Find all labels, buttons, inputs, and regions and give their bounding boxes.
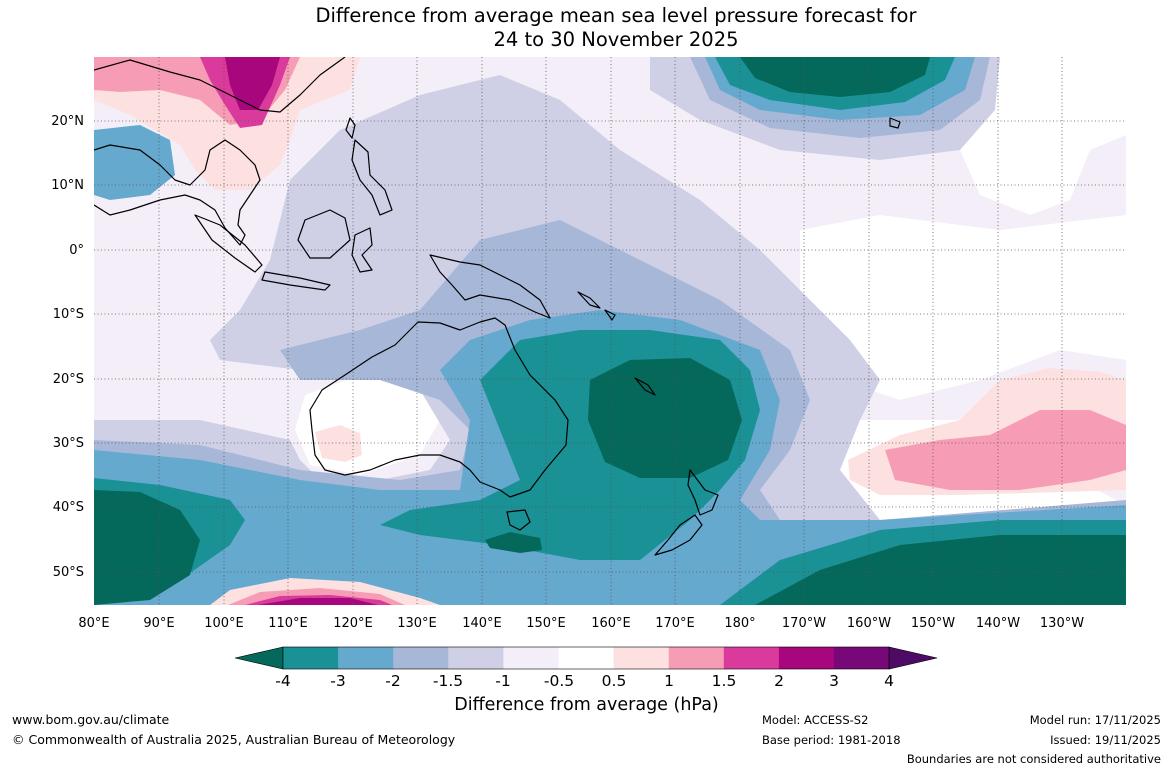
x-tick-label: 160°W (847, 616, 891, 631)
title-line-1: Difference from average mean sea level p… (315, 4, 917, 27)
field-white-central-pacific (800, 215, 1126, 400)
coast-philippines (351, 139, 393, 216)
contour-fields (94, 57, 1126, 605)
colorbar-segment (558, 647, 615, 669)
y-tick-label: 20°S (53, 372, 84, 387)
colorbar-extend-low (234, 646, 284, 670)
x-tick-label: 150°W (911, 616, 955, 631)
x-tick-label: 90°E (143, 616, 174, 631)
colorbar-tick-label: 0.5 (602, 672, 627, 690)
y-tick-label: 0° (69, 243, 84, 258)
coast-solomons (577, 291, 616, 321)
colorbar-tick-label: 1.5 (712, 672, 737, 690)
colorbar-tick-label: 3 (829, 672, 839, 690)
coast-sumatra (194, 214, 263, 273)
colorbar-segment (668, 647, 725, 669)
x-tick-label: 130°E (397, 616, 437, 631)
coast-hawaii (889, 117, 901, 129)
field-plus2-asia (225, 57, 280, 110)
coastlines (94, 57, 901, 556)
model-name: Model: ACCESS-S2 (762, 713, 869, 727)
x-tick-label: 180° (724, 616, 755, 631)
model-run-date: Model run: 17/11/2025 (1029, 713, 1161, 727)
coast-new-caledonia (634, 377, 656, 396)
x-tick-label: 120°E (333, 616, 373, 631)
field-minus4-northeast (740, 57, 930, 97)
colorbar-segment (283, 647, 339, 669)
coast-borneo (297, 209, 351, 259)
colorbar-tick-label: 1 (664, 672, 674, 690)
colorbar (234, 646, 938, 670)
colorbar-segment (393, 647, 449, 669)
colorbar-label: Difference from average (hPa) (454, 695, 719, 715)
colorbar-tick-label: -1 (495, 672, 510, 690)
field-minus4-west (94, 490, 200, 605)
boundary-disclaimer: Boundaries are not considered authoritat… (906, 752, 1161, 766)
title-line-2: 24 to 30 November 2025 (493, 28, 739, 51)
field-plus0-5-west-australia (315, 425, 362, 462)
y-tick-label: 20°N (51, 114, 84, 129)
coast-new-zealand-north (687, 469, 719, 516)
field-minus4-southeast (755, 535, 1126, 605)
colorbar-tick-label: -4 (275, 672, 290, 690)
y-tick-label: 50°S (53, 565, 84, 580)
website-link[interactable]: www.bom.gov.au/climate (12, 712, 170, 727)
coast-new-guinea (429, 254, 551, 319)
colorbar-segment (778, 647, 835, 669)
colorbar-segment (723, 647, 780, 669)
field-minus4-tasmania (485, 532, 542, 553)
colorbar-tick-label: -3 (330, 672, 345, 690)
coast-java (261, 271, 331, 291)
y-tick-label: 40°S (53, 500, 84, 515)
x-tick-label: 140°E (462, 616, 502, 631)
coast-australia (309, 317, 569, 498)
issued-date: Issued: 19/11/2025 (1050, 733, 1161, 747)
x-tick-label: 80°E (78, 616, 109, 631)
base-period: Base period: 1981-2018 (762, 733, 901, 747)
y-tick-label: 10°N (51, 178, 84, 193)
x-tick-label: 160°E (591, 616, 631, 631)
y-tick-label: 30°S (53, 436, 84, 451)
x-tick-label: 130°W (1040, 616, 1084, 631)
colorbar-tick-label: -2 (385, 672, 400, 690)
x-tick-label: 100°E (204, 616, 244, 631)
colorbar-tick-label: -1.5 (433, 672, 463, 690)
coast-taiwan (345, 117, 356, 139)
coast-mainland-asia (94, 57, 346, 246)
y-tick-label: 10°S (53, 307, 84, 322)
coast-sulawesi (351, 227, 373, 273)
x-tick-label: 140°W (976, 616, 1020, 631)
colorbar-segment (338, 647, 394, 669)
coast-tasmania (506, 509, 531, 531)
colorbar-segment (448, 647, 504, 669)
y-axis-labels: 20°N 10°N 0° 10°S 20°S 30°S 40°S 50°S (51, 114, 84, 580)
x-tick-label: 170°W (782, 616, 826, 631)
field-plus0-5-asia (94, 57, 360, 190)
colorbar-tick-labels: -4 -3 -2 -1.5 -1 -0.5 0.5 1 1.5 2 3 4 (275, 672, 894, 690)
colorbar-segment (613, 647, 670, 669)
colorbar-segment (503, 647, 559, 669)
x-tick-label: 110°E (268, 616, 308, 631)
x-tick-label: 170°E (655, 616, 695, 631)
colorbar-tick-label: 4 (884, 672, 894, 690)
colorbar-extend-high (888, 646, 938, 670)
copyright-text: © Commonwealth of Australia 2025, Austra… (12, 732, 456, 747)
field-minus4-east-australia (588, 358, 742, 478)
field-white-northeast (960, 57, 1126, 215)
x-axis-labels: 80°E 90°E 100°E 110°E 120°E 130°E 140°E … (78, 616, 1084, 631)
x-tick-label: 150°E (526, 616, 566, 631)
field-minus2-west-bay (94, 125, 175, 200)
colorbar-segment (834, 647, 890, 669)
colorbar-tick-label: 2 (774, 672, 784, 690)
coast-new-zealand-south (654, 514, 703, 556)
colorbar-tick-label: -0.5 (544, 672, 574, 690)
graticule (94, 57, 1126, 605)
field-plus1-east-pacific (885, 410, 1126, 490)
